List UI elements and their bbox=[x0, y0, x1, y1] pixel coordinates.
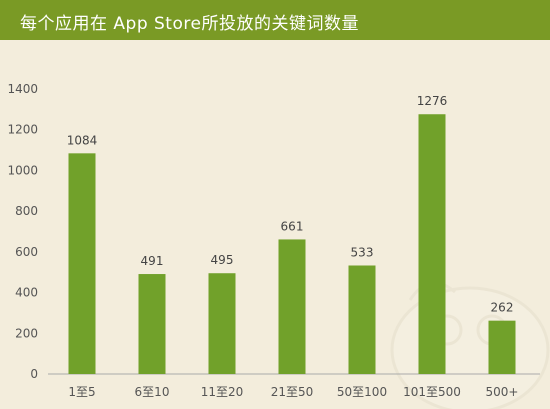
y-tick-label: 200 bbox=[15, 326, 38, 340]
y-tick-label: 1000 bbox=[7, 163, 38, 177]
x-axis-categories: 1至5 6至10 11至20 21至50 50至100 101至500 500+ bbox=[68, 385, 518, 399]
bar bbox=[278, 239, 306, 374]
bar bbox=[138, 274, 166, 374]
x-category-label: 6至10 bbox=[135, 385, 170, 399]
bar-value-label: 262 bbox=[491, 301, 514, 315]
data-labels: 1084 491 495 661 533 1276 262 bbox=[67, 94, 514, 314]
bar-value-label: 491 bbox=[141, 254, 164, 268]
x-category-label: 101至500 bbox=[403, 385, 461, 399]
bar-value-label: 495 bbox=[211, 253, 234, 267]
title-bar: 每个应用在 App Store所投放的关键词数量 bbox=[0, 0, 550, 40]
x-category-label: 500+ bbox=[486, 385, 519, 399]
bar bbox=[208, 273, 236, 374]
y-axis-ticks: 0 200 400 600 800 1000 1200 1400 bbox=[7, 82, 38, 381]
y-tick-label: 1400 bbox=[7, 82, 38, 96]
bar bbox=[68, 153, 96, 374]
x-category-label: 50至100 bbox=[337, 385, 387, 399]
bar bbox=[488, 320, 516, 374]
y-tick-label: 400 bbox=[15, 286, 38, 300]
bar-value-label: 1084 bbox=[67, 133, 98, 147]
x-category-label: 21至50 bbox=[271, 385, 314, 399]
y-tick-label: 600 bbox=[15, 245, 38, 259]
y-tick-label: 800 bbox=[15, 204, 38, 218]
bar-value-label: 1276 bbox=[417, 94, 448, 108]
bar bbox=[348, 265, 376, 374]
chart-title: 每个应用在 App Store所投放的关键词数量 bbox=[20, 14, 359, 34]
bar bbox=[418, 114, 446, 374]
y-tick-label: 1200 bbox=[7, 123, 38, 137]
y-tick-label: 0 bbox=[30, 367, 38, 381]
bars bbox=[68, 114, 516, 374]
bar-value-label: 533 bbox=[351, 245, 374, 259]
x-category-label: 11至20 bbox=[201, 385, 244, 399]
bar-value-label: 661 bbox=[281, 219, 304, 233]
x-category-label: 1至5 bbox=[68, 385, 95, 399]
